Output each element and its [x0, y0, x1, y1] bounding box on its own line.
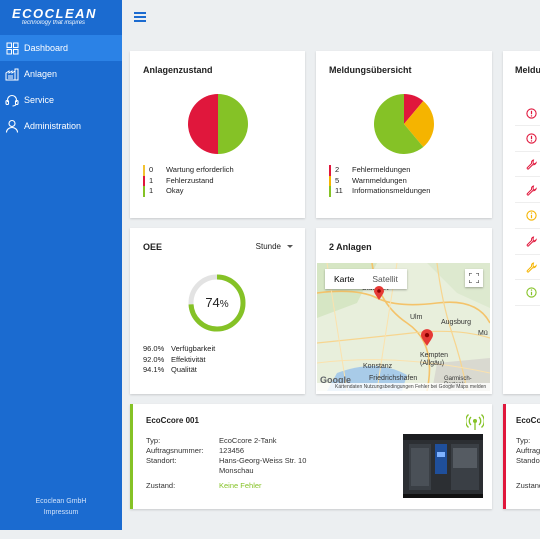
- map-label: Ulm: [410, 314, 423, 321]
- list-divider: [515, 202, 540, 204]
- sidebar: ECOCLEAN technology that inspires Dashbo…: [0, 0, 122, 530]
- anlagenzustand-legend: 0 Wartung erforderlich 1 Fehlerzustand 1 Ok…: [143, 165, 234, 197]
- tab-karte[interactable]: Karte: [334, 274, 355, 284]
- machine-card[interactable]: EcoCo Typ: Auftrag Stando Zustand: [503, 404, 540, 509]
- meldungen-legend: 2 Fehlermeldungen 5 Warnmeldungen 11 Inform…: [329, 165, 430, 197]
- list-divider: [515, 125, 540, 126]
- signal-icon: [466, 414, 484, 430]
- gauge-arc: [188, 274, 246, 332]
- list-divider: [515, 227, 540, 229]
- map-label: Augsburg: [441, 319, 471, 326]
- oee-card: OEE Stunde 74% 96.0% Verfügbarkeit 92.0% E…: [130, 228, 305, 394]
- machine-image: [403, 434, 483, 498]
- legend-row: 11 Informationsmeldungen: [329, 186, 430, 197]
- logo-wordmark: ECOCLEAN: [12, 6, 97, 21]
- machine-state: Zustand: [516, 481, 540, 490]
- tab-satellit[interactable]: Satellit: [372, 274, 398, 284]
- caret-down-icon: [287, 245, 293, 248]
- period-select[interactable]: Stunde: [256, 242, 293, 251]
- card-title: 2 Anlagen: [329, 242, 372, 252]
- sidebar-item-service[interactable]: Service: [0, 87, 122, 113]
- map-label: Friedrichshafen: [369, 375, 418, 382]
- map-type-tabs: Karte Satellit: [325, 269, 407, 289]
- anlagenzustand-card: Anlagenzustand 0 Wartung erforderlich 1 Fe…: [130, 51, 305, 218]
- pie-slice-warnmeldungen: [404, 101, 434, 147]
- sidebar-item-label: Dashboard: [24, 43, 69, 53]
- sidebar-item-dashboard[interactable]: Dashboard: [0, 35, 122, 61]
- map-marker-icon[interactable]: [421, 329, 433, 346]
- grid-icon: [5, 41, 19, 55]
- map[interactable]: Stuttgart Ulm Augsburg Mü Konstanz Kempt…: [317, 263, 490, 391]
- oee-stat: 96.0% Verfügbarkeit: [143, 344, 216, 353]
- alert-circle-icon[interactable]: [521, 132, 540, 146]
- pie-slice-okay: [218, 94, 248, 154]
- fullscreen-icon[interactable]: [465, 269, 483, 287]
- map-marker-icon[interactable]: [374, 286, 384, 300]
- machine-state: Zustand: Keine Fehler: [146, 481, 262, 490]
- google-logo: Google: [320, 375, 351, 385]
- logo[interactable]: ECOCLEAN technology that inspires: [0, 0, 122, 35]
- sidebar-item-label: Service: [24, 95, 55, 105]
- machine-details: Typ: Auftrag Stando: [516, 436, 540, 465]
- map-label: Kempten (Allgäu): [420, 352, 449, 367]
- sidebar-item-label: Administration: [24, 121, 82, 131]
- wrench-icon[interactable]: [521, 183, 540, 197]
- legend-row: 5 Warnmeldungen: [329, 175, 430, 186]
- plant-icon: [5, 67, 19, 81]
- machine-name: EcoCo: [516, 416, 540, 425]
- map-label: Konstanz: [363, 363, 393, 370]
- company-name: Ecoclean GmbH: [35, 498, 87, 505]
- alert-circle-icon[interactable]: [521, 106, 540, 120]
- sidebar-item-administration[interactable]: Administration: [0, 113, 122, 139]
- oee-stats: 96.0% Verfügbarkeit 92.0% Effektivität 94.…: [143, 344, 215, 376]
- card-title: OEE: [143, 242, 163, 252]
- list-divider: [515, 176, 540, 178]
- sidebar-item-label: Anlagen: [24, 69, 58, 79]
- headset-icon: [5, 93, 19, 107]
- legend-row: 0 Wartung erforderlich: [143, 165, 234, 176]
- card-title: Meldungsübersicht: [329, 65, 412, 75]
- oee-value: 74%: [205, 295, 229, 310]
- oee-stat: 94.1% Qualität: [143, 365, 197, 374]
- pie-slice-fehlerzustand: [188, 94, 218, 154]
- sidebar-footer: Ecoclean GmbH Impressum: [0, 496, 122, 518]
- user-icon: [5, 119, 19, 133]
- list-divider: [515, 279, 540, 281]
- imprint-link[interactable]: Impressum: [43, 509, 79, 516]
- card-title: Anlagenzustand: [143, 65, 213, 75]
- machine-name: EcoCcore 001: [146, 416, 199, 425]
- legend-row: 2 Fehlermeldungen: [329, 165, 430, 176]
- anlagenzustand-pie: [188, 94, 248, 154]
- sidebar-item-anlagen[interactable]: Anlagen: [0, 61, 122, 87]
- list-divider: [515, 150, 540, 152]
- logo-tagline: technology that inspires: [22, 20, 86, 26]
- list-divider: [515, 253, 540, 255]
- meldungen-card: Meldu: [503, 51, 540, 394]
- meldungen-pie: [374, 94, 434, 154]
- meldungsuebersicht-card: Meldungsübersicht 2 Fehlermeldungen 5 Warn…: [316, 51, 492, 218]
- topbar: [122, 0, 540, 36]
- hamburger-menu-icon[interactable]: [134, 12, 146, 22]
- wrench-icon[interactable]: [521, 157, 540, 171]
- wrench-icon[interactable]: [521, 260, 540, 274]
- map-footer: Kartendaten Nutzungsbedingungen Fehler b…: [317, 383, 490, 391]
- info-circle-icon[interactable]: [521, 286, 540, 300]
- legend-row: 1 Fehlerzustand: [143, 175, 234, 186]
- list-divider: [515, 304, 540, 306]
- machine-card[interactable]: EcoCcore 001 Typ: EcoCcore 2-Tank Auftrag…: [130, 404, 492, 509]
- machine-details: Typ: EcoCcore 2-Tank Auftragsnummer: 12345…: [146, 436, 307, 475]
- wrench-icon[interactable]: [521, 235, 540, 249]
- map-card: 2 Anlagen Stuttgart Ulm Augsburg Mü Kons…: [316, 228, 492, 394]
- pie-slice-fehlermeldungen: [404, 94, 424, 124]
- oee-gauge: [188, 274, 246, 332]
- legend-row: 1 Okay: [143, 186, 234, 197]
- card-title: Meldu: [515, 65, 540, 75]
- oee-stat: 92.0% Effektivität: [143, 354, 206, 364]
- info-circle-icon[interactable]: [521, 209, 540, 223]
- pie-slice-informationsmeldungen: [374, 94, 424, 154]
- map-label: Mü: [478, 330, 488, 337]
